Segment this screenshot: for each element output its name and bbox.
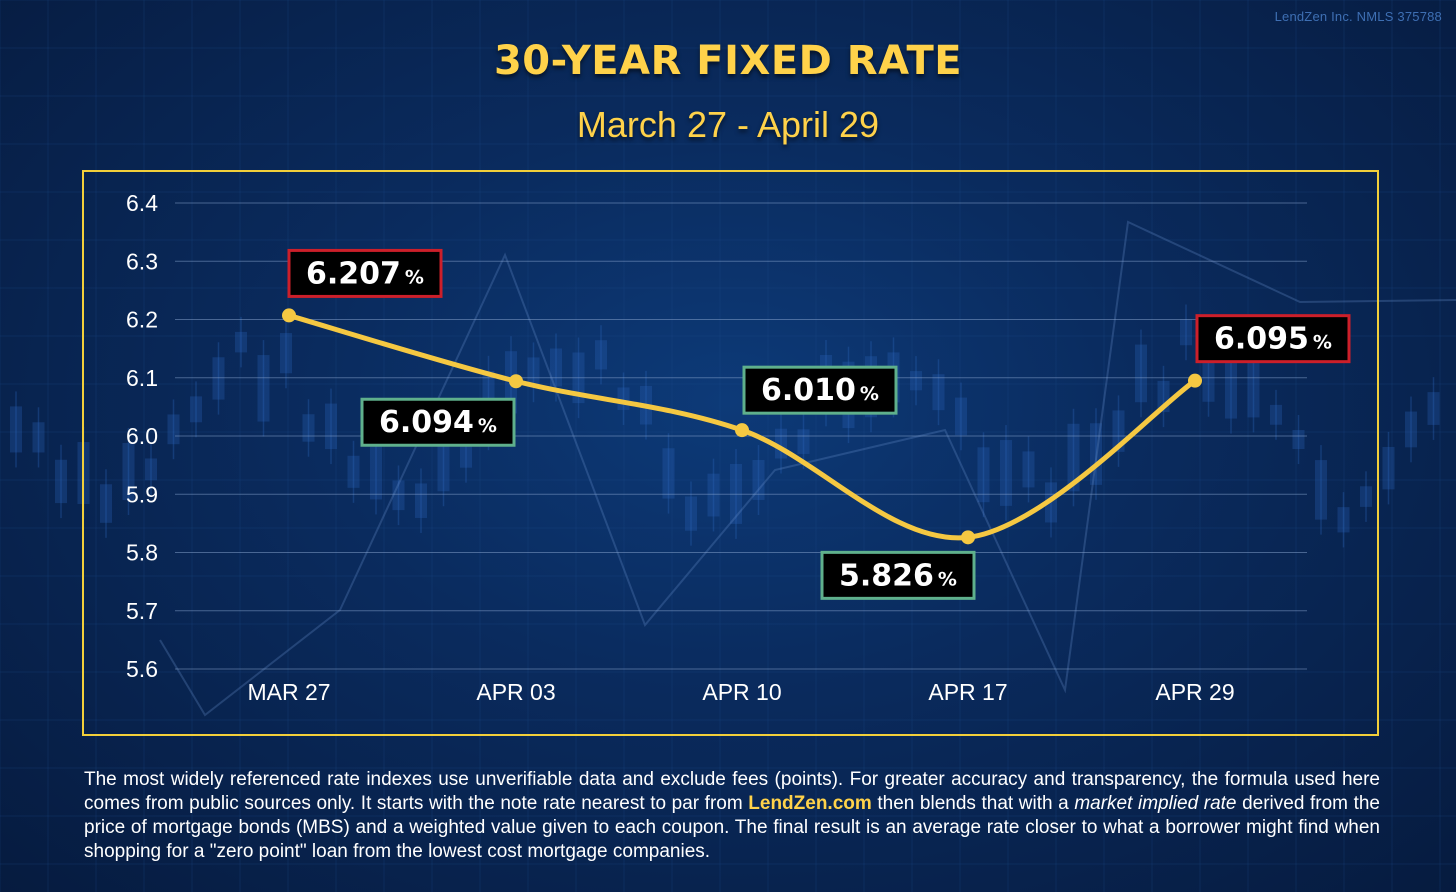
bg-candle	[662, 448, 675, 499]
chart-subtitle: March 27 - April 29	[576, 104, 880, 145]
data-label: 6.207%	[287, 248, 443, 298]
y-tick-label: 6.3	[126, 248, 158, 274]
bg-candle	[685, 496, 697, 531]
bg-candle	[752, 460, 765, 500]
data-label-text: 6.207%	[306, 256, 424, 291]
methodology-footnote: The most widely referenced rate indexes …	[84, 768, 1380, 864]
data-label: 6.010%	[742, 365, 898, 415]
chart-frame	[82, 170, 1379, 736]
lendzen-link[interactable]: LendZen.com	[748, 793, 872, 814]
bg-candle	[1270, 404, 1282, 425]
bg-candle	[100, 484, 112, 523]
data-label-box	[1195, 314, 1351, 364]
bg-candle	[550, 348, 562, 387]
bg-candle	[977, 447, 990, 503]
bg-candle	[1225, 357, 1237, 419]
bg-candle	[1360, 486, 1372, 507]
bg-candle	[707, 473, 720, 517]
footnote-emphasis: market implied rate	[1074, 793, 1237, 814]
x-tick-label: APR 29	[1155, 679, 1234, 705]
y-tick-label: 6.0	[126, 423, 158, 449]
bg-candle	[1022, 451, 1035, 488]
bg-candle	[370, 432, 382, 500]
data-label-text: 6.010%	[761, 373, 879, 408]
bg-candle	[1382, 446, 1395, 490]
bg-candle	[527, 357, 540, 388]
data-label-box	[820, 550, 976, 600]
x-tick-label: MAR 27	[247, 679, 330, 705]
footnote-text-3: derived from the price of mortgage bonds…	[84, 793, 1380, 862]
bg-candle	[190, 396, 202, 423]
y-tick-label: 5.9	[126, 481, 158, 507]
chart-title: 30-YEAR FIXED RATE	[493, 38, 963, 84]
bg-candle	[55, 459, 67, 504]
bg-candle	[122, 443, 135, 501]
data-point	[282, 308, 296, 323]
data-label: 5.826%	[820, 550, 976, 600]
data-label: 6.094%	[360, 397, 516, 447]
bg-trend-line	[159, 220, 1456, 717]
bg-candle	[955, 397, 967, 436]
bg-candle	[1337, 507, 1350, 533]
bg-candle	[32, 422, 45, 453]
bg-candle	[932, 374, 945, 411]
bg-candle	[1247, 357, 1260, 418]
bg-candle	[167, 414, 180, 445]
bg-candle	[280, 333, 292, 374]
data-label-text: 5.826%	[839, 558, 957, 593]
x-tick-label: APR 10	[702, 679, 781, 705]
data-point	[735, 423, 749, 438]
bg-candle	[392, 480, 405, 511]
bg-candle	[797, 429, 810, 454]
y-tick-label: 6.1	[126, 365, 158, 391]
bg-candle	[415, 483, 427, 518]
bg-candle	[325, 403, 337, 450]
brand-watermark: LendZen Inc. NMLS 375788	[1274, 9, 1442, 24]
y-tick-label: 6.2	[126, 307, 158, 333]
bg-candle	[1067, 423, 1080, 492]
bg-candle	[1427, 392, 1440, 425]
bg-candle	[1405, 411, 1417, 448]
data-label-text: 6.094%	[379, 405, 497, 440]
data-point	[961, 530, 975, 545]
bg-candle	[1315, 460, 1327, 520]
bg-candle	[910, 371, 922, 391]
data-label-text: 6.095%	[1214, 322, 1332, 357]
data-label-box	[742, 365, 898, 415]
bg-candle	[257, 355, 270, 422]
bg-candle	[235, 331, 247, 353]
footnote-text-2: then blends that with a	[871, 793, 1075, 814]
data-point	[509, 374, 523, 389]
bg-candle	[10, 406, 22, 453]
x-tick-label: APR 17	[928, 679, 1007, 705]
y-tick-label: 5.7	[126, 598, 158, 624]
data-point	[1188, 373, 1202, 388]
bg-candle	[302, 414, 315, 442]
bg-candle	[145, 458, 157, 481]
y-tick-label: 6.4	[126, 190, 158, 216]
bg-candle	[1000, 440, 1012, 506]
bg-candle	[212, 357, 225, 400]
bg-candle	[1135, 344, 1147, 403]
footnote-text-1: The most widely referenced rate indexes …	[84, 769, 1380, 814]
bg-candle	[437, 434, 450, 492]
bg-candle	[1292, 429, 1305, 450]
data-label: 6.095%	[1195, 314, 1351, 364]
data-label-box	[287, 248, 443, 298]
bg-candle	[595, 340, 607, 370]
bg-candle	[347, 455, 360, 488]
data-label-box	[360, 397, 516, 447]
x-tick-label: APR 03	[476, 679, 555, 705]
y-tick-label: 5.6	[126, 656, 158, 682]
y-tick-label: 5.8	[126, 540, 158, 566]
bg-candle	[1180, 319, 1192, 346]
